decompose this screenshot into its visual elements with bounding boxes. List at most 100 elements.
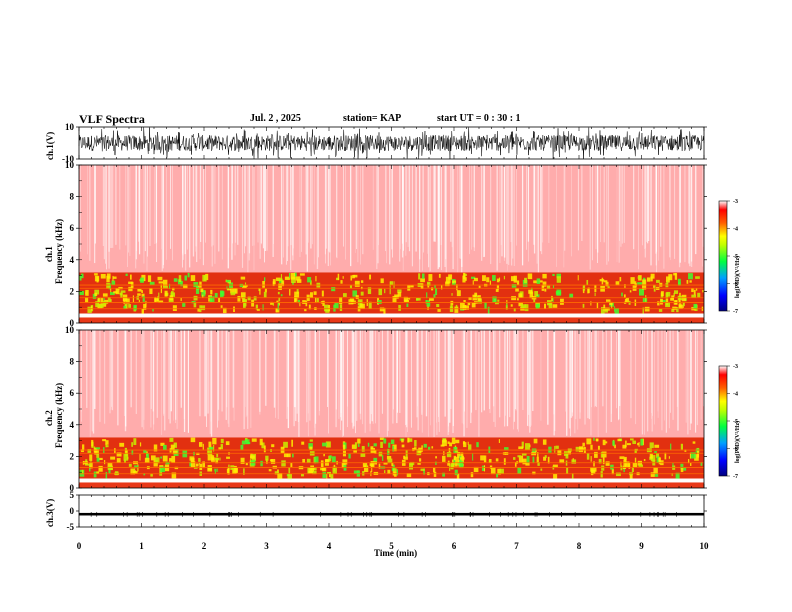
spec2-streak: [428, 330, 429, 437]
spec1-energy-cell: [691, 288, 694, 293]
spec2-energy-cell: [139, 442, 142, 447]
spec2-energy-cell: [623, 467, 625, 473]
spec2-energy-cell: [590, 456, 592, 462]
spec2-energy-cell: [593, 461, 595, 467]
spec1-energy-cell: [586, 279, 589, 286]
spec2-streak: [481, 330, 483, 413]
spec2-streak: [436, 330, 438, 435]
spec2-streak: [602, 330, 604, 407]
spec1-energy-cell: [180, 280, 183, 287]
spec2-energy-cell: [163, 444, 167, 451]
spec2-energy-cell: [110, 456, 116, 460]
spec1-energy-cell: [137, 289, 142, 292]
spec1-streak: [286, 165, 288, 262]
spec2-gap: [79, 478, 704, 483]
spec1-energy-cell: [551, 295, 553, 302]
spec1-streak: [656, 165, 658, 252]
spec1-streak: [516, 165, 517, 246]
xtick-label: 5: [389, 541, 394, 551]
spec2-energy-cell: [689, 462, 692, 466]
spec1-streak: [154, 165, 156, 244]
spec2-streak: [86, 330, 88, 408]
spec1-energy-cell: [679, 296, 681, 304]
spec1-energy-cell: [397, 289, 402, 293]
spec1-energy-cell: [518, 302, 523, 307]
spec1-streak: [372, 165, 374, 250]
ch1-wave-ytick-label: -10: [62, 154, 74, 164]
spec1-streak: [508, 165, 510, 265]
spec1-energy-cell: [666, 276, 670, 283]
spec2-energy-cell: [513, 457, 516, 460]
colorbar-ticks: -3 -4 -5 -6 -7 -3 -4 -5 -6 -7: [727, 199, 738, 480]
spec2-energy-cell: [171, 455, 176, 463]
spec2-streak: [293, 330, 295, 427]
spec2-streak: [143, 330, 145, 430]
spec1-energy-cell: [137, 293, 141, 296]
spec1-energy-cell: [542, 273, 547, 279]
spec1-streak: [305, 165, 307, 255]
spec1-energy-cell: [141, 308, 144, 315]
spec2-energy-cell: [277, 473, 283, 480]
spec1-streak: [214, 165, 216, 264]
spec1-energy-cell: [601, 277, 604, 285]
spec1-streak: [430, 165, 431, 271]
spec1-streak: [138, 165, 140, 242]
spec2-energy-cell: [427, 446, 431, 450]
spec2-energy-cell: [547, 456, 550, 464]
spec1-energy-cell: [321, 290, 324, 297]
spec2-energy-cell: [463, 442, 467, 448]
xtick-label: 0: [77, 541, 82, 551]
spec2-energy-cell: [143, 473, 146, 476]
spec2-energy-cell: [182, 450, 188, 458]
spec1-energy-cell: [702, 289, 705, 293]
spec2-energy-cell: [366, 463, 368, 469]
spec1-ytick-label: 2: [70, 286, 75, 296]
spec1-energy-cell: [569, 293, 574, 298]
spec2-energy-cell: [116, 452, 122, 457]
spec2-energy-cell: [95, 447, 100, 450]
spec1-streak: [290, 165, 292, 246]
spec1-energy-cell: [201, 305, 206, 311]
spec1-energy-cell: [379, 307, 385, 312]
spec2-energy-cell: [455, 456, 459, 463]
spec2-energy-cell: [225, 441, 230, 446]
spec2-energy-cell: [690, 452, 696, 459]
spec2-energy-cell: [423, 468, 425, 475]
spec1-energy-cell: [184, 275, 188, 281]
spec2-energy-cell: [675, 472, 680, 480]
spec2-energy-cell: [214, 468, 216, 474]
spec2-streak: [375, 330, 376, 424]
spec1-energy-cell: [452, 280, 457, 284]
spec2-energy-cell: [202, 461, 205, 469]
spec2-streak: [444, 330, 446, 417]
spec2-energy-cell: [362, 462, 368, 468]
spec2-energy-cell: [460, 452, 464, 458]
spec2-streak: [605, 330, 607, 433]
spec2-energy-cell: [457, 451, 461, 458]
spec2-energy-cell: [102, 439, 107, 442]
spec2-energy-cell: [326, 473, 328, 480]
spec1-energy-cell: [355, 295, 359, 299]
spec1-energy-cell: [600, 285, 605, 292]
spec1-energy-cell: [533, 280, 538, 284]
spec2-streak: [342, 330, 344, 437]
spec1-energy-cell: [513, 308, 516, 312]
spec1-streak: [119, 165, 121, 250]
spec1-streak: [325, 165, 327, 264]
spec2-energy-cell: [401, 444, 405, 448]
spec1-energy-cell: [397, 292, 402, 297]
spec2-streak: [130, 330, 132, 408]
spec2-energy-cell: [332, 466, 337, 474]
spec1-streak: [163, 165, 164, 266]
spec2-streak: [690, 330, 692, 424]
spec2-energy-cell: [114, 471, 119, 476]
spec1-energy-cell: [666, 280, 669, 283]
colorbar-1-label: log(PSD)(V²/Hz): [735, 255, 741, 298]
spec1-energy-cell: [262, 304, 264, 311]
spec1-streak: [195, 165, 197, 247]
spec2-streak: [514, 330, 517, 410]
spec2-energy-cell: [503, 458, 506, 465]
spec2-energy-cell: [105, 443, 107, 448]
spec2-upper-band: [79, 330, 704, 438]
spec1-energy-cell: [556, 276, 561, 283]
